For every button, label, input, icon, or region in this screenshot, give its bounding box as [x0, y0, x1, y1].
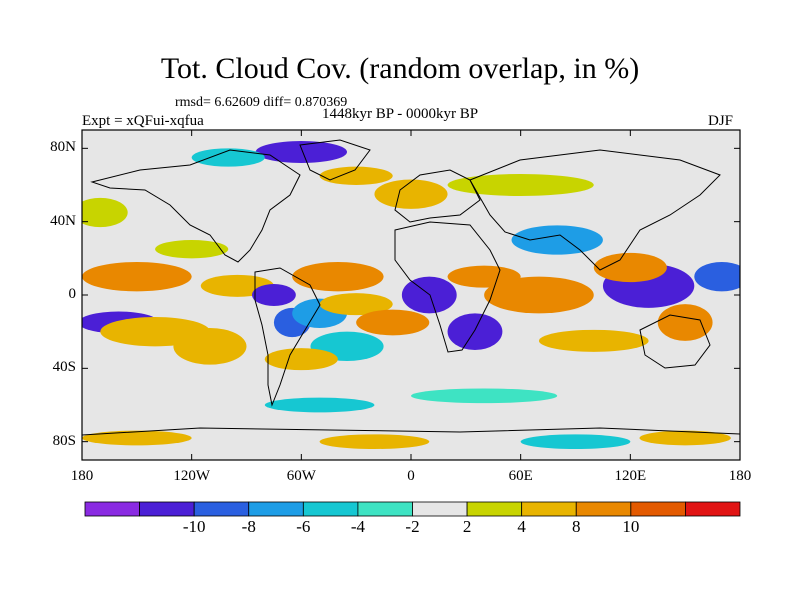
field-blob-33	[319, 434, 430, 449]
colorbar-swatch	[466, 501, 523, 517]
colorbar-label: 8	[572, 517, 581, 536]
field-blob-34	[520, 434, 631, 449]
colorbar-swatch	[84, 501, 140, 517]
colorbar	[84, 501, 741, 517]
lon-tick-label: 60W	[286, 468, 316, 484]
cloud-cover-field	[82, 141, 740, 449]
colorbar-label: -4	[350, 517, 365, 536]
field-blob-23	[255, 141, 348, 163]
field-blob-29	[155, 240, 229, 259]
colorbar-swatch	[630, 501, 686, 517]
field-blob-28	[82, 197, 128, 228]
lon-tick-label: 180	[728, 468, 752, 484]
colorbar-swatch	[575, 501, 632, 517]
field-blob-25	[319, 166, 393, 185]
field-blob-31	[411, 388, 558, 404]
colorbar-swatch	[685, 501, 741, 517]
colorbar-swatch	[302, 501, 359, 517]
lat-tick-label: 80N	[50, 139, 76, 156]
field-blob-32	[82, 430, 192, 446]
colorbar-label: -8	[241, 517, 256, 536]
field-blob-8	[292, 262, 384, 292]
axis-ticks	[81, 130, 741, 460]
lon-tick-label: 0	[407, 468, 415, 484]
field-blob-16	[484, 276, 594, 314]
figure-title: Tot. Cloud Cov. (random overlap, in %)	[160, 52, 640, 85]
field-blob-26	[374, 179, 448, 209]
field-blob-14	[447, 313, 503, 350]
season-label: DJF	[708, 113, 734, 129]
colorbar-swatch	[412, 501, 468, 517]
colorbar-swatch	[521, 501, 577, 517]
lat-tick-label: 80S	[52, 432, 76, 449]
lon-tick-label: 60E	[508, 468, 533, 484]
stats-text: rmsd= 6.62609 diff= 0.870369	[175, 95, 348, 110]
lon-tick-label: 180	[70, 468, 94, 484]
coastlines	[82, 139, 740, 436]
lon-tick-label: 120W	[173, 468, 210, 484]
field-blob-21	[694, 262, 740, 292]
field-blob-30	[264, 397, 375, 413]
colorbar-label: 4	[517, 517, 526, 536]
experiment-label: Expt = xQFui-xqfua	[82, 113, 204, 129]
colorbar-label: 2	[462, 517, 472, 536]
field-blob-12	[264, 348, 338, 371]
field-blob-19	[593, 252, 667, 283]
lat-tick-label: 40N	[50, 212, 76, 229]
colorbar-label: -2	[405, 517, 420, 536]
colorbar-swatch	[248, 501, 304, 517]
colorbar-swatch	[193, 501, 250, 517]
lat-tick-label: 0	[68, 286, 77, 302]
field-blob-3	[173, 328, 247, 365]
field-blob-20	[657, 304, 713, 341]
field-blob-24	[191, 148, 265, 167]
lon-tick-label: 120E	[614, 468, 647, 484]
colorbar-label: -6	[296, 517, 311, 536]
lat-tick-label: 40S	[52, 359, 76, 376]
period-label: 1448kyr BP - 0000kyr BP	[322, 106, 479, 122]
field-blob-5	[251, 284, 296, 306]
colorbar-swatch	[139, 501, 195, 517]
field-blob-0	[82, 262, 192, 292]
field-blob-27	[447, 174, 594, 196]
field-blob-9	[319, 293, 393, 316]
field-blob-10	[356, 309, 430, 336]
field-blob-17	[511, 225, 603, 255]
colorbar-label: 10	[622, 517, 640, 536]
colorbar-label: -10	[182, 517, 206, 536]
colorbar-swatch	[357, 501, 413, 517]
field-blob-22	[538, 329, 649, 352]
field-blob-35	[639, 430, 731, 446]
